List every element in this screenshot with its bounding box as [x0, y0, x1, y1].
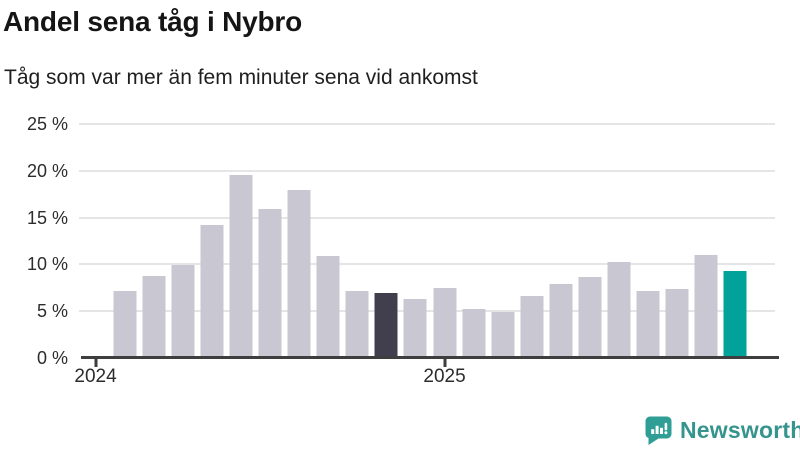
- newsworthy-logo-text: Newsworthy: [680, 417, 800, 443]
- newsworthy-logo-icon: [644, 415, 673, 446]
- bar: [462, 309, 486, 358]
- newsworthy-logo[interactable]: Newsworthy: [644, 415, 800, 446]
- chart-subtitle: Tåg som var mer än fem minuter sena vid …: [4, 66, 478, 89]
- bar: [665, 288, 689, 358]
- bar-highlight-previous-year: [374, 293, 398, 358]
- y-axis-label: 20 %: [26, 160, 68, 181]
- y-axis-label: 5 %: [36, 301, 68, 322]
- gridline-20-percent: [79, 169, 775, 172]
- x-axis-tick: [94, 359, 98, 367]
- x-axis: 2024 2025: [74, 356, 779, 400]
- bar: [287, 190, 311, 358]
- bar: [258, 209, 282, 358]
- bar: [433, 287, 457, 358]
- x-axis-label: 2025: [423, 366, 466, 387]
- gridline-5-percent: [79, 310, 775, 313]
- y-axis-labels: 0 % 5 % 10 % 15 % 20 % 25 %: [0, 115, 68, 367]
- bar: [316, 255, 340, 358]
- bar: [491, 312, 515, 358]
- y-axis-label: 25 %: [26, 114, 68, 134]
- bar: [549, 284, 573, 358]
- bar: [520, 296, 544, 358]
- bar: [171, 265, 195, 358]
- gridline-10-percent: [79, 263, 775, 266]
- bar: [113, 290, 137, 358]
- bar: [403, 299, 427, 358]
- gridline-15-percent: [79, 216, 775, 219]
- y-axis-label: 0 %: [36, 348, 68, 368]
- bar: [345, 290, 369, 358]
- bar: [694, 255, 718, 358]
- x-axis-line: [81, 356, 779, 359]
- chart-title: Andel sena tåg i Nybro: [3, 6, 302, 37]
- bar: [607, 261, 631, 358]
- x-axis-label: 2024: [74, 366, 117, 387]
- bar-highlight-latest: [723, 270, 747, 358]
- bar: [636, 290, 660, 358]
- y-axis-label: 15 %: [26, 207, 68, 228]
- bar: [229, 174, 253, 358]
- y-axis-label: 10 %: [26, 254, 68, 275]
- x-axis-tick: [443, 359, 447, 367]
- bar: [142, 275, 166, 358]
- gridline-25-percent: [79, 123, 775, 125]
- plot-area: [79, 123, 779, 358]
- bar: [578, 276, 602, 358]
- bar: [200, 225, 224, 358]
